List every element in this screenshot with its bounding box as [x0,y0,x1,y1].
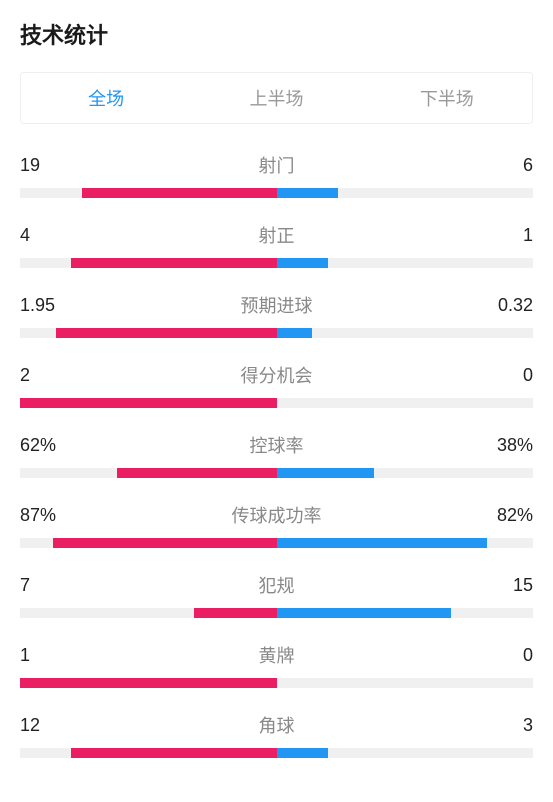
stat-left-value: 19 [20,155,70,176]
stat-left-value: 1 [20,645,70,666]
page-title: 技术统计 [20,18,533,50]
stat-bar-right [277,328,313,338]
stat-row: 7犯规15 [20,572,533,618]
stat-left-value: 1.95 [20,295,70,316]
stat-bar-track [20,398,533,408]
period-tabs: 全场上半场下半场 [20,72,533,124]
tab-2[interactable]: 下半场 [362,73,532,123]
stat-label: 得分机会 [70,362,483,388]
stat-label: 角球 [70,712,483,738]
stat-bar-right [277,468,374,478]
stat-header: 1.95预期进球0.32 [20,292,533,318]
stat-bar-track [20,468,533,478]
stat-bar-track [20,188,533,198]
stat-header: 1黄牌0 [20,642,533,668]
stat-bar-track [20,328,533,338]
stat-label: 传球成功率 [70,502,483,528]
stat-left-value: 2 [20,365,70,386]
tab-0[interactable]: 全场 [21,73,191,123]
stat-bar-left [82,188,277,198]
stat-right-value: 38% [483,435,533,456]
stat-label: 射正 [70,222,483,248]
stat-bar-right [277,188,339,198]
stat-label: 预期进球 [70,292,483,318]
stat-label: 犯规 [70,572,483,598]
stat-header: 12角球3 [20,712,533,738]
stat-bar-left [20,398,277,408]
stats-panel: 技术统计 全场上半场下半场 19射门64射正11.95预期进球0.322得分机会… [0,0,553,758]
stat-right-value: 0 [483,645,533,666]
stat-header: 19射门6 [20,152,533,178]
stat-row: 12角球3 [20,712,533,758]
stat-left-value: 87% [20,505,70,526]
tab-1[interactable]: 上半场 [191,73,361,123]
stat-right-value: 0 [483,365,533,386]
stat-bar-right [277,608,451,618]
stat-bar-track [20,608,533,618]
stat-left-value: 7 [20,575,70,596]
stat-row: 2得分机会0 [20,362,533,408]
stat-right-value: 0.32 [483,295,533,316]
stat-header: 2得分机会0 [20,362,533,388]
stat-right-value: 3 [483,715,533,736]
stat-bar-left [20,678,277,688]
stat-row: 4射正1 [20,222,533,268]
stat-bar-left [71,748,276,758]
stat-row: 62%控球率38% [20,432,533,478]
stat-header: 62%控球率38% [20,432,533,458]
stat-bar-track [20,258,533,268]
stat-right-value: 15 [483,575,533,596]
stats-list: 19射门64射正11.95预期进球0.322得分机会062%控球率38%87%传… [20,152,533,758]
stat-bar-left [194,608,276,618]
stat-label: 黄牌 [70,642,483,668]
stat-bar-right [277,538,487,548]
stat-right-value: 82% [483,505,533,526]
stat-label: 控球率 [70,432,483,458]
stat-header: 7犯规15 [20,572,533,598]
stat-bar-left [56,328,277,338]
stat-bar-track [20,678,533,688]
stat-bar-right [277,258,328,268]
stat-left-value: 12 [20,715,70,736]
stat-row: 1.95预期进球0.32 [20,292,533,338]
stat-right-value: 6 [483,155,533,176]
stat-bar-right [277,748,328,758]
stat-left-value: 62% [20,435,70,456]
stat-left-value: 4 [20,225,70,246]
stat-bar-left [53,538,276,548]
stat-bar-track [20,748,533,758]
stat-row: 1黄牌0 [20,642,533,688]
stat-row: 19射门6 [20,152,533,198]
stat-row: 87%传球成功率82% [20,502,533,548]
stat-header: 87%传球成功率82% [20,502,533,528]
stat-header: 4射正1 [20,222,533,248]
stat-bar-track [20,538,533,548]
stat-right-value: 1 [483,225,533,246]
stat-label: 射门 [70,152,483,178]
stat-bar-left [117,468,276,478]
stat-bar-left [71,258,276,268]
